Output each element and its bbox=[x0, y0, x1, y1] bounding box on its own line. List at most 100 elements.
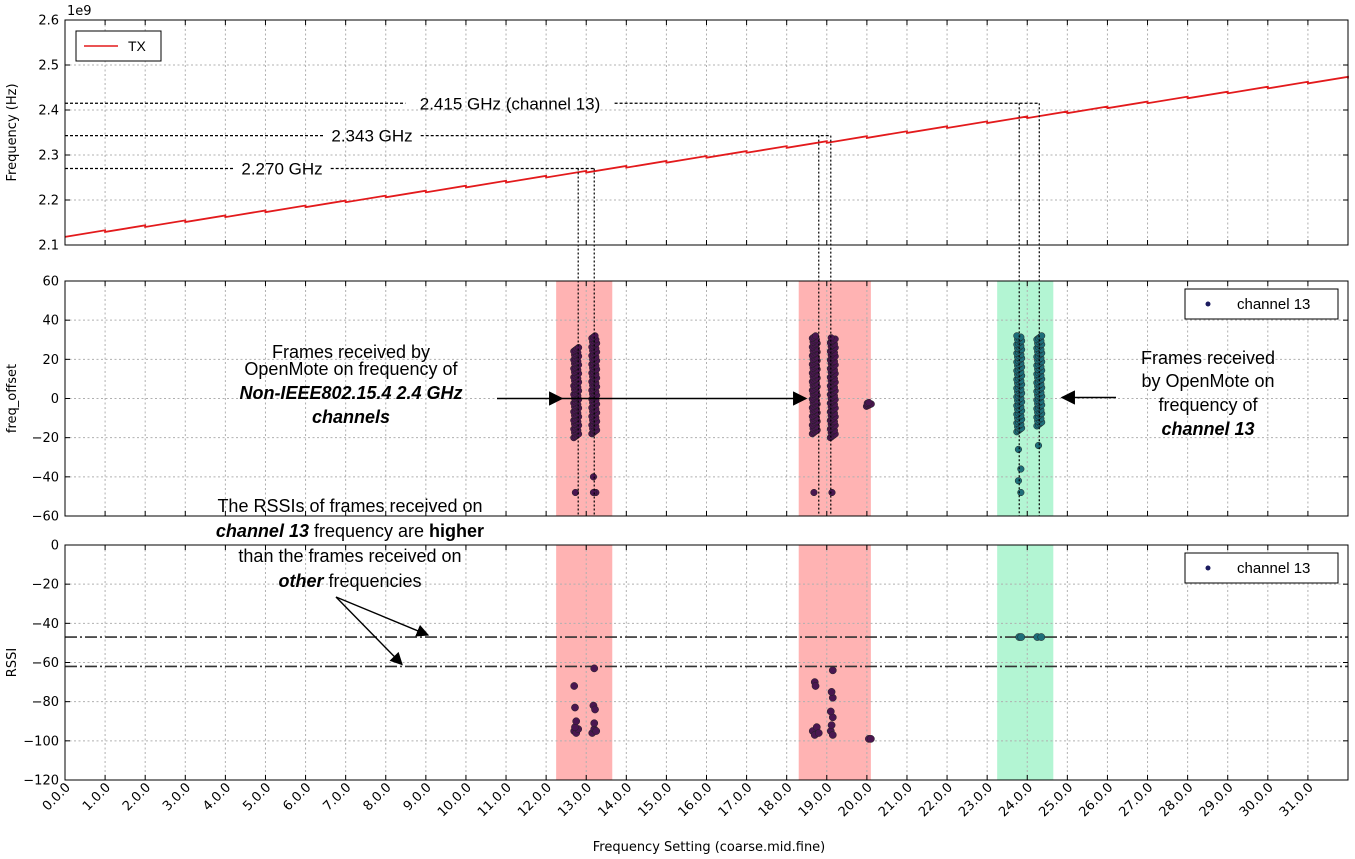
arrow-to-lower-line bbox=[335, 596, 403, 666]
annotation-line: Non-IEEE802.15.4 2.4 GHz bbox=[239, 383, 462, 403]
annotation-label: 2.415 GHz (channel 13) bbox=[420, 94, 601, 113]
y-tick-label: 0 bbox=[51, 392, 59, 407]
x-tick-label: 21.0.0 bbox=[876, 780, 916, 820]
y-tick-label: 40 bbox=[42, 314, 59, 329]
freq-offset-point bbox=[1013, 332, 1021, 340]
y-tick-label: −20 bbox=[32, 578, 59, 593]
grid bbox=[64, 544, 1348, 781]
legend-point-marker bbox=[1205, 565, 1211, 571]
y-ticks: −120 −100 −80 −60 −40 −20 0 bbox=[23, 539, 1348, 789]
x-tick-label: 12.0.0 bbox=[515, 780, 555, 820]
rssi-point bbox=[827, 688, 836, 696]
vertical-connectors bbox=[577, 103, 1040, 516]
legend: channel 13 bbox=[1184, 552, 1339, 584]
freq-offset-point bbox=[1014, 445, 1022, 453]
x-tick-label: 18.0.0 bbox=[756, 780, 796, 820]
annotation-segment: frequencies bbox=[323, 571, 421, 591]
rssi-point bbox=[572, 717, 581, 726]
tx-frequency-panel: 2.1 2.2 2.3 2.4 2.5 2.6 Frequency (Hz) 1e9 2.270… bbox=[5, 4, 1349, 254]
annotation-line: channel 13 frequency are higher bbox=[216, 521, 484, 541]
y-ticks: −60 −40 −20 0 20 40 60 bbox=[32, 275, 1348, 525]
freq-offset-point bbox=[591, 332, 599, 340]
x-tick-label: 4.0.0 bbox=[200, 780, 234, 814]
frequency-level-annotation: 2.270 GHz bbox=[65, 160, 595, 179]
rssi-point bbox=[590, 664, 599, 673]
rssi-point bbox=[590, 719, 599, 728]
legend-point-marker bbox=[1205, 301, 1211, 307]
scatter-points bbox=[570, 332, 1046, 497]
x-tick-label: 6.0.0 bbox=[280, 780, 314, 814]
y-tick-label: −60 bbox=[32, 656, 59, 671]
x-tick-label: 8.0.0 bbox=[361, 780, 395, 814]
freq-offset-point bbox=[1034, 441, 1043, 450]
x-tick-label: 10.0.0 bbox=[435, 780, 475, 820]
axes-frame bbox=[64, 280, 1349, 517]
x-tick-label: 19.0.0 bbox=[796, 780, 836, 820]
x-axis-label: Frequency Setting (coarse.mid.fine) bbox=[593, 840, 826, 855]
freq-offset-point bbox=[575, 344, 583, 352]
x-tick-labels: 0.0.0 1.0.0 2.0.0 3.0.0 4.0.0 5.0.0 6.0.0 7.0.0… bbox=[40, 780, 1317, 820]
x-tick-label: 16.0.0 bbox=[675, 780, 715, 820]
legend: channel 13 bbox=[1184, 288, 1339, 320]
y-tick-label: 0 bbox=[51, 539, 59, 554]
y-tick-label: −40 bbox=[32, 470, 59, 485]
rssi-point bbox=[1037, 633, 1046, 641]
freq-offset-point bbox=[812, 332, 820, 340]
rssi-point bbox=[1017, 633, 1026, 641]
y-tick-label: 20 bbox=[42, 353, 59, 368]
rssi-panel: −120 −100 −80 −60 −40 −20 0 RSSI The RSSIs of fr… bbox=[5, 496, 1349, 789]
tx-line bbox=[64, 75, 1349, 238]
y-tick-label: 2.5 bbox=[38, 59, 59, 74]
x-tick-label: 17.0.0 bbox=[716, 780, 756, 820]
annotation-segment: other bbox=[278, 571, 324, 591]
annotation-line: channels bbox=[312, 407, 390, 427]
x-tick-label: 1.0.0 bbox=[80, 780, 114, 814]
axes-frame bbox=[64, 544, 1349, 781]
freq-offset-point bbox=[1038, 332, 1046, 340]
y-axis-label: RSSI bbox=[5, 648, 20, 677]
x-tick-label: 29.0.0 bbox=[1197, 780, 1237, 820]
freq-offset-point bbox=[1017, 488, 1025, 497]
y-tick-label: −40 bbox=[32, 617, 59, 632]
y-tick-label: −20 bbox=[32, 431, 59, 446]
x-tick-label: 30.0.0 bbox=[1237, 780, 1277, 820]
annotation-segment: than the frames received on bbox=[238, 546, 461, 566]
freq-offset-point bbox=[589, 473, 597, 481]
arrow-to-upper-line bbox=[335, 596, 430, 637]
axes-frame bbox=[64, 19, 1349, 246]
annotation-segment: higher bbox=[429, 521, 484, 541]
x-tick-label: 5.0.0 bbox=[240, 780, 274, 814]
freq-offset-panel: −60 −40 −20 0 20 40 60 freq_offset Frames receiv… bbox=[5, 275, 1349, 525]
scatter-points bbox=[570, 633, 1046, 743]
x-tick-label: 20.0.0 bbox=[836, 780, 876, 820]
freq-offset-point bbox=[589, 488, 597, 497]
x-tick-label: 31.0.0 bbox=[1277, 780, 1317, 820]
annotation-line: other frequencies bbox=[278, 571, 421, 591]
rssi-point bbox=[828, 731, 837, 739]
y-tick-label: 2.4 bbox=[38, 104, 59, 119]
y-tick-label: 2.1 bbox=[38, 239, 59, 254]
x-tick-label: 9.0.0 bbox=[401, 780, 435, 814]
legend-label: channel 13 bbox=[1237, 296, 1310, 313]
y-ticks: 2.1 2.2 2.3 2.4 2.5 2.6 bbox=[38, 14, 1348, 254]
x-tick-label: 22.0.0 bbox=[916, 780, 956, 820]
rssi-point bbox=[828, 666, 837, 675]
rssi-point bbox=[591, 705, 599, 714]
y-axis-label: freq_offset bbox=[5, 364, 20, 433]
annotation-line: frequency of bbox=[1158, 395, 1258, 415]
legend-label: channel 13 bbox=[1237, 560, 1310, 577]
rssi-point bbox=[827, 721, 836, 730]
freq-offset-point bbox=[865, 398, 873, 406]
annotation-label: 2.270 GHz bbox=[241, 160, 322, 179]
annotation-line: Frames received bbox=[1141, 348, 1275, 368]
annotation-segment: frequency are bbox=[309, 521, 429, 541]
annotation-label: 2.343 GHz bbox=[331, 127, 412, 146]
legend-label: TX bbox=[128, 38, 147, 54]
annotation-line: than the frames received on bbox=[238, 546, 461, 566]
frequency-level-annotation: 2.343 GHz bbox=[65, 127, 831, 146]
x-tick-label: 26.0.0 bbox=[1076, 780, 1116, 820]
annotation-channel13-frames: Frames received by OpenMote on frequency o… bbox=[1141, 348, 1275, 439]
freq-offset-point bbox=[810, 488, 818, 497]
rssi-point bbox=[571, 703, 579, 712]
